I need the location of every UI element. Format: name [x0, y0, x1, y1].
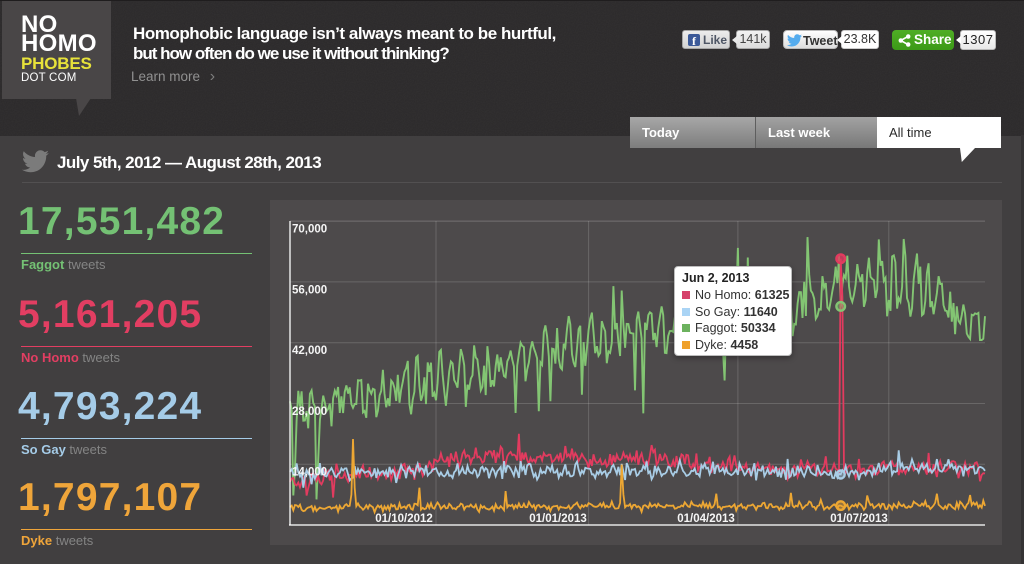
svg-text:56,000: 56,000	[292, 284, 327, 296]
svg-text:70,000: 70,000	[292, 224, 327, 236]
svg-text:01/01/2013: 01/01/2013	[529, 513, 587, 525]
svg-text:01/04/2013: 01/04/2013	[677, 513, 735, 525]
svg-text:42,000: 42,000	[292, 345, 327, 357]
svg-text:01/10/2012: 01/10/2012	[375, 513, 433, 525]
svg-text:01/07/2013: 01/07/2013	[830, 513, 888, 525]
svg-text:28,000: 28,000	[292, 406, 327, 418]
svg-text:14,000: 14,000	[292, 467, 327, 479]
